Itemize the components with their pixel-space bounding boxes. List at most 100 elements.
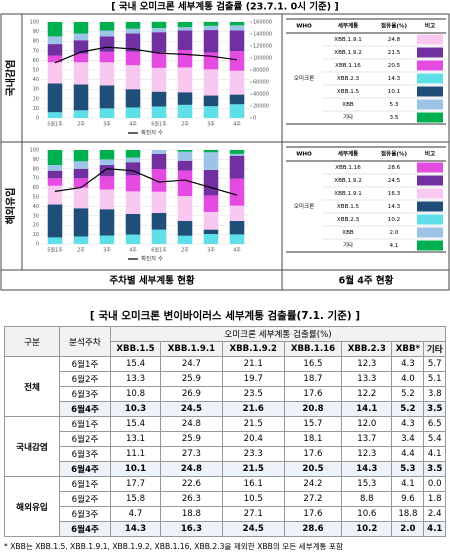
- legend-name: XBB.1.16: [335, 63, 361, 69]
- y2-tick-label: 80000: [253, 68, 269, 74]
- table-cell: 24.2: [283, 476, 343, 492]
- table-cell: 5.7: [423, 356, 446, 372]
- legend-name: 기타: [343, 113, 353, 121]
- legend-color: [417, 47, 443, 58]
- bar-segment: [229, 70, 245, 95]
- table-cell: 16.5: [283, 356, 343, 372]
- y-tick-label: 100: [29, 20, 39, 26]
- table-cell: XBB.1.5: [109, 341, 162, 357]
- bar-segment: [151, 28, 167, 33]
- table-cell: 5.2: [391, 386, 425, 402]
- bar-segment: [47, 237, 63, 244]
- table-row: 구분 분석주차 오미크론 세부계통 검출률(%): [4, 326, 446, 357]
- legend-head: 비고: [425, 22, 435, 30]
- table-cell: 27.1: [221, 506, 285, 522]
- legend-name: XBB.2.3: [337, 217, 360, 223]
- bar-segment: [177, 150, 193, 152]
- bar-segment: [99, 189, 115, 210]
- y-tick-label: 60: [33, 185, 39, 191]
- bar-segment: [47, 150, 63, 166]
- y2-tick-label: 60000: [253, 80, 269, 86]
- x-tick-label: 2주: [181, 122, 189, 128]
- bar-segment: [125, 107, 141, 118]
- table-cell: 14.3: [109, 521, 162, 537]
- legend-name: XBB.1.9.1: [334, 191, 362, 197]
- table-row: 전체 6월1주 15.4 24.7 21.1 16.5 12.3 4.3 5.7: [4, 356, 446, 417]
- table-cell: 18.8: [391, 506, 425, 522]
- bar-segment: [203, 211, 219, 230]
- table-cell: 6월4주: [59, 461, 111, 477]
- bar-segment: [73, 150, 89, 162]
- legend-head: WHO: [296, 152, 312, 158]
- bar-segment: [47, 22, 63, 37]
- table-cell: 오미크론 세부계통 검출률(%): [110, 326, 446, 342]
- bar-segment: [203, 229, 219, 235]
- legend-share: 14.3: [388, 76, 401, 82]
- table-cell: 18.7: [283, 371, 343, 387]
- table-cell: 9.6: [391, 491, 425, 507]
- legend-head: 비고: [425, 150, 435, 158]
- bar-segment: [203, 152, 219, 170]
- table-cell: 4.3: [391, 416, 425, 432]
- x-tick-label: 5월1주: [47, 247, 63, 254]
- table-cell: 12.0: [341, 416, 393, 432]
- bar-segment: [125, 89, 141, 108]
- legend-share: 5.3: [390, 102, 399, 108]
- bar-segment: [151, 229, 167, 244]
- x-tick-label: 3주: [103, 248, 111, 254]
- legend-who: 오미크론: [294, 202, 315, 210]
- table-cell: 4.3: [391, 356, 425, 372]
- bar-segment: [177, 170, 193, 197]
- bar-segment: [151, 91, 167, 107]
- legend-color: [417, 86, 443, 97]
- bar-segment: [99, 22, 115, 31]
- table-cell: 18.1: [283, 431, 343, 447]
- bar-segment: [73, 208, 89, 237]
- x-tick-label: 4주: [233, 248, 241, 254]
- panel-label: 국내감염: [4, 60, 17, 97]
- bar-segment: [73, 53, 89, 63]
- table-cell: 10.8: [109, 386, 162, 402]
- y-tick-label: 70: [33, 48, 39, 54]
- bar-segment: [151, 212, 167, 230]
- table-cell: 6월1주: [59, 356, 111, 372]
- bar-segment: [99, 85, 115, 109]
- bar-segment: [73, 236, 89, 244]
- table-row: 6월3주 11.1 27.3 23.3 17.6 12.3 4.4 4.1: [5, 446, 446, 462]
- bar-segment: [229, 104, 245, 118]
- table-cell: 4.1: [423, 446, 446, 462]
- table-cell: XBB.1.16: [283, 341, 343, 357]
- legend-color: [417, 214, 443, 225]
- table-row: 해외유입 6월1주 17.7 22.6 16.1 24.2 15.3 4.1 0.0: [4, 476, 446, 537]
- table-cell: 17.6: [283, 506, 343, 522]
- table-cell: XBB.1.9.1: [160, 341, 223, 357]
- bar-segment: [203, 52, 219, 70]
- table-cell: 10.1: [109, 461, 162, 477]
- bar-segment: [177, 235, 193, 244]
- y-tick-label: 70: [33, 176, 39, 182]
- legend-name: 기타: [343, 241, 353, 249]
- bar-segment: [177, 196, 193, 221]
- bar-segment: [177, 151, 193, 161]
- table-cell: 17.7: [109, 476, 162, 492]
- bar-segment: [229, 178, 245, 206]
- legend-color: [417, 188, 443, 199]
- table-cell: XBB.2.3: [341, 341, 393, 357]
- title: [ 국내 오미크론 세부계통 검출률 (23.7.1. 0시 기준) ]: [111, 1, 339, 13]
- table-cell: 6월4주: [59, 521, 111, 537]
- bar-segment: [177, 160, 193, 171]
- legend-head: 점유율(%): [381, 150, 408, 158]
- bar-segment: [177, 67, 193, 93]
- bar-segment: [73, 33, 89, 41]
- bar-segment: [47, 170, 63, 179]
- legend-color: [417, 227, 443, 238]
- legend-share: 2.0: [390, 230, 399, 236]
- bar-segment: [99, 235, 115, 244]
- legend-share: 10.1: [388, 89, 401, 95]
- table-cell: 3.5: [423, 401, 446, 417]
- bar-segment: [151, 67, 167, 92]
- table-cell: 14.1: [341, 401, 393, 417]
- bar-segment: [203, 25, 219, 31]
- bar-segment: [229, 153, 245, 156]
- table-cell: 6월3주: [59, 446, 111, 462]
